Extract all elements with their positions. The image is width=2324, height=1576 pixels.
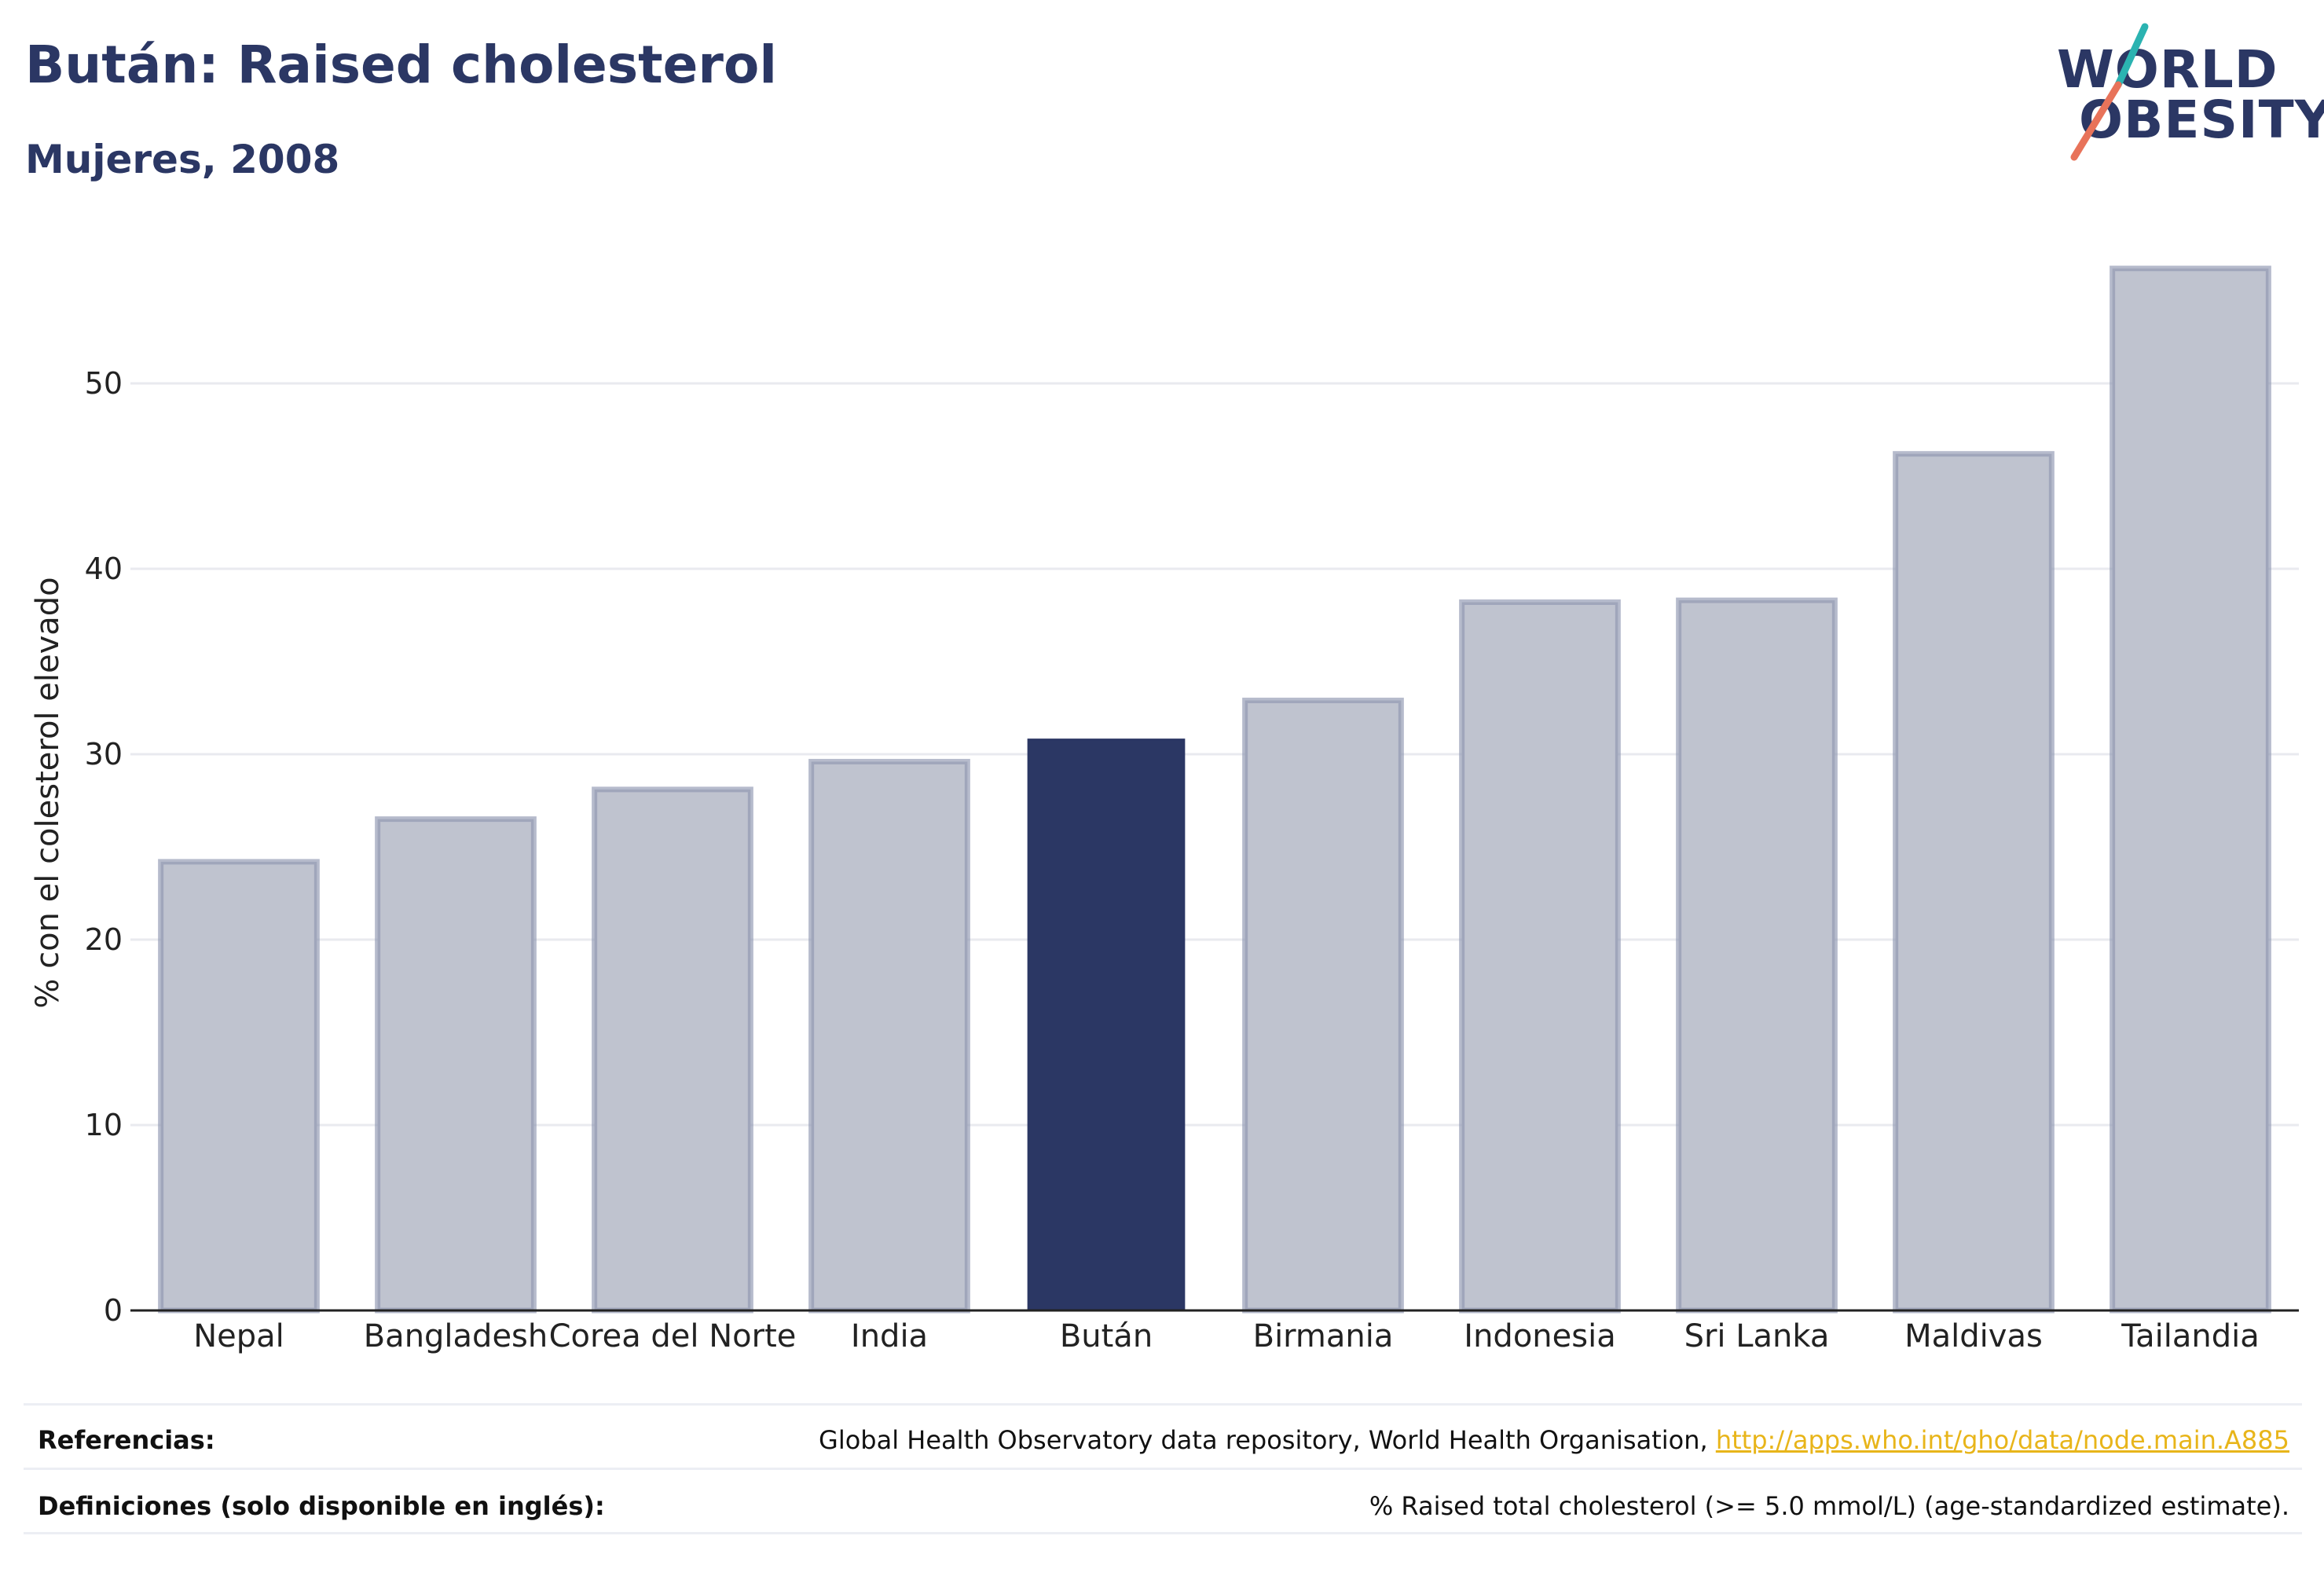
- definitions-label: Definiciones (solo disponible en inglés)…: [38, 1491, 605, 1521]
- y-axis-label: % con el colesterol elevado: [30, 577, 66, 1008]
- definitions-text: % Raised total cholesterol (>= 5.0 mmol/…: [1369, 1491, 2289, 1521]
- y-tick-label-30: 30: [85, 737, 123, 772]
- x-tick-label-sri-lanka: Sri Lanka: [1684, 1318, 1830, 1354]
- bar-birmania: [1242, 698, 1404, 1314]
- bar-india: [808, 758, 970, 1314]
- footer-divider-middle: [24, 1468, 2302, 1470]
- y-tick-label-20: 20: [85, 922, 123, 957]
- bar-chart: 0 10 20 30 40 50 % con el colesterol elevado Ne…: [30, 266, 2299, 1354]
- footer-divider-top: [24, 1403, 2302, 1406]
- logo-word-world: WORLD: [2057, 39, 2278, 100]
- y-tick-label-40: 40: [85, 552, 123, 586]
- bar-sri-lanka: [1676, 597, 1838, 1314]
- x-tick-label-birmania: Birmania: [1253, 1318, 1394, 1354]
- references-link[interactable]: http://apps.who.int/gho/data/node.main.A…: [1715, 1425, 2289, 1455]
- logo-slash-coral: [2070, 81, 2122, 161]
- y-tick-label-0: 0: [104, 1293, 123, 1328]
- bar-tailandia: [2110, 266, 2271, 1314]
- bar-nepal: [158, 859, 320, 1314]
- chart-title: Bután: Raised cholesterol: [25, 35, 777, 95]
- y-tick-label-10: 10: [85, 1108, 123, 1142]
- x-tick-label-indonesia: Indonesia: [1464, 1318, 1615, 1354]
- x-tick-label-maldivas: Maldivas: [1904, 1318, 2043, 1354]
- bar-maldivas: [1893, 451, 2055, 1314]
- x-tick-label-nepal: Nepal: [193, 1318, 284, 1354]
- logo-slash-teal: [2114, 23, 2149, 89]
- bar-corea-del-norte: [592, 786, 753, 1314]
- x-tick-label-tailandia: Tailandia: [2121, 1318, 2259, 1354]
- references-label: Referencias:: [38, 1425, 215, 1455]
- chart-subtitle: Mujeres, 2008: [25, 137, 340, 182]
- bar-bangladesh: [375, 816, 537, 1314]
- y-tick-label-50: 50: [85, 366, 123, 401]
- references-value: Global Health Observatory data repositor…: [819, 1425, 2289, 1455]
- bar-indonesia: [1459, 599, 1621, 1314]
- logo-word-obesity: OBESITY: [2079, 90, 2324, 150]
- x-tick-label-butan: Bután: [1060, 1318, 1153, 1354]
- references-text: Global Health Observatory data repositor…: [819, 1425, 1716, 1455]
- x-tick-label-bangladesh: Bangladesh: [364, 1318, 548, 1354]
- x-tick-label-corea-del-norte: Corea del Norte: [549, 1318, 797, 1354]
- logo-slash-icon: [2070, 23, 2149, 161]
- footer-divider-bottom: [24, 1532, 2302, 1534]
- world-obesity-logo[interactable]: WORLD OBESITY: [2043, 22, 2324, 171]
- bar-butan: [1027, 739, 1186, 1311]
- x-tick-label-india: India: [851, 1318, 928, 1354]
